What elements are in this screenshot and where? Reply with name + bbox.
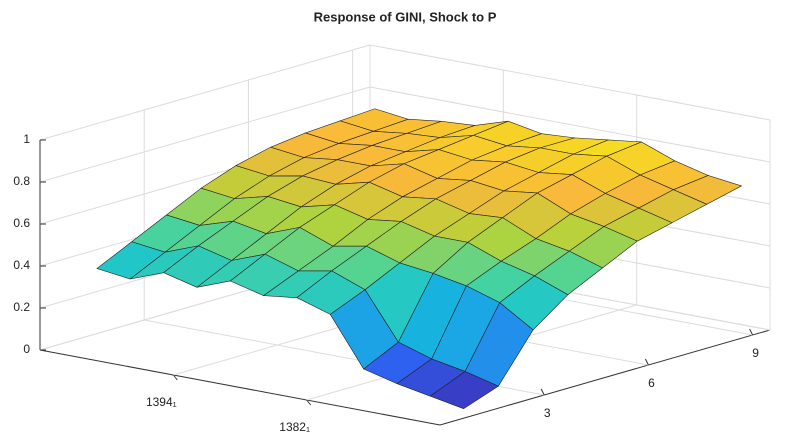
grid-line [369,86,771,163]
y-tick-label: 6 [648,376,655,390]
grid-line [39,44,371,141]
y-tick [644,358,649,366]
z-tick-label: 0 [23,342,30,356]
y-axis [439,329,771,426]
z-tick-label: 1 [23,132,30,146]
x-tick-label: 1394₁ [146,395,177,409]
y-tick-label: 3 [544,406,551,420]
x-tick [172,374,178,381]
y-tick [749,328,754,336]
z-tick-label: 0.2 [13,300,30,314]
y-tick [540,388,545,396]
z-tick-label: 0.8 [13,174,30,188]
chart-title: Response of GINI, Shock to P [314,9,497,24]
surface-patch [429,371,499,410]
x-tick-label: 1382₁ [279,420,310,434]
y-tick-label: 9 [752,346,759,360]
z-tick-label: 0.6 [13,216,30,230]
grid-line [39,86,371,183]
z-tick-label: 0.4 [13,258,30,272]
grid-line [369,44,771,121]
x-axis [39,349,441,426]
x-tick [306,399,312,406]
